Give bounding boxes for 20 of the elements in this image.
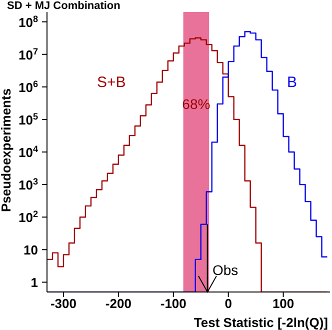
- y-tick-label: 10: [24, 242, 38, 258]
- y-tick-label: 10$^{4}$: [18, 144, 39, 160]
- x-tick-label: -200: [105, 296, 132, 312]
- x-tick-label: -300: [50, 296, 76, 312]
- x-tick-label: 0: [224, 296, 232, 312]
- x-tick-label: -100: [160, 296, 186, 312]
- y-tick-label: 10$^{5}$: [18, 111, 38, 128]
- series-label: S+B: [97, 74, 126, 91]
- y-axis-title: Pseudoexperiments: [0, 88, 14, 212]
- y-tick-label: 10$^{6}$: [18, 78, 38, 95]
- y-tick-label: 10$^{7}$: [18, 46, 38, 62]
- y-tick-label: 10$^{8}$: [18, 14, 38, 30]
- y-tick-label: 1: [30, 275, 38, 290]
- ref-line-label: Obs: [212, 262, 238, 278]
- chart-title: SD + MJ Combination: [7, 0, 121, 12]
- x-axis-title: Test Statistic [-2ln(Q)]: [194, 315, 328, 330]
- y-tick-label: 10$^{3}$: [18, 176, 38, 193]
- y-tick-label: 10$^{2}$: [18, 209, 38, 226]
- x-tick-label: 100: [272, 296, 294, 312]
- series-label: B: [287, 74, 298, 91]
